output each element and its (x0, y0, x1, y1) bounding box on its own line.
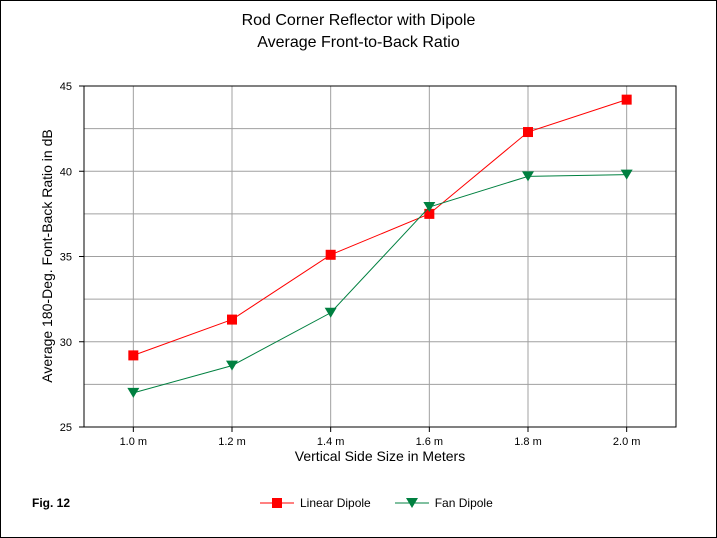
series-line-linear-dipole (133, 99, 627, 356)
y-axis-title: Average 180-Deg. Font-Back Ratio in dB (39, 129, 55, 382)
data-point-linear-dipole (128, 350, 139, 361)
legend: Linear Dipole Fan Dipole (260, 496, 517, 510)
x-tick-label: 1.4 m (317, 436, 345, 448)
x-tick-label: 1.2 m (218, 436, 246, 448)
x-tick-label: 1.6 m (416, 436, 444, 448)
y-axis-ticks: 25 30 35 40 45 (60, 81, 84, 434)
y-tick-label: 30 (60, 337, 72, 349)
x-axis-ticks: 1.0 m 1.2 m 1.4 m 1.6 m 1.8 m 2.0 m (120, 427, 641, 448)
series-fan-dipole (127, 169, 633, 398)
legend-marker-linear-dipole (260, 498, 294, 508)
x-tick-label: 1.8 m (514, 436, 542, 448)
grid (84, 86, 676, 427)
legend-item-linear-dipole: Linear Dipole (260, 496, 371, 510)
series-linear-dipole (128, 94, 632, 361)
x-axis-title: Vertical Side Size in Meters (295, 448, 465, 464)
y-tick-label: 25 (60, 422, 72, 434)
chart-subtitle: Average Front-to-Back Ratio (257, 34, 460, 51)
data-point-fan-dipole (226, 360, 238, 371)
x-tick-label: 1.0 m (120, 436, 148, 448)
chart-title-block: Rod Corner Reflector with Dipole Average… (0, 10, 717, 54)
legend-label-fan-dipole: Fan Dipole (434, 496, 493, 510)
data-point-linear-dipole (523, 127, 533, 138)
series-line-fan-dipole (133, 174, 627, 394)
data-point-fan-dipole (423, 202, 436, 213)
legend-marker-fan-dipole (394, 498, 429, 508)
y-tick-label: 40 (60, 166, 72, 178)
y-tick-label: 35 (60, 252, 72, 264)
series-layer (127, 94, 633, 398)
data-point-fan-dipole (620, 169, 633, 180)
x-tick-label: 2.0 m (613, 436, 641, 448)
data-point-linear-dipole (325, 249, 336, 260)
y-tick-label: 45 (60, 81, 72, 93)
data-point-linear-dipole (424, 208, 435, 219)
data-point-fan-dipole (324, 307, 337, 318)
data-point-fan-dipole (127, 387, 140, 398)
legend-label-linear-dipole: Linear Dipole (300, 496, 371, 510)
data-point-fan-dipole (522, 171, 534, 182)
legend-item-fan-dipole: Fan Dipole (394, 496, 493, 510)
figure-label: Fig. 12 (32, 496, 71, 510)
data-point-linear-dipole (227, 314, 237, 325)
chart-title: Rod Corner Reflector with Dipole (241, 12, 476, 29)
data-point-linear-dipole (621, 94, 632, 105)
